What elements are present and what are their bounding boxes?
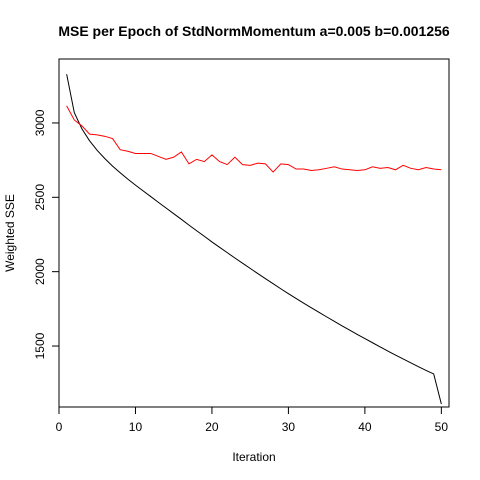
y-tick-label: 2500	[33, 184, 47, 211]
x-axis: 0 10 20 30 40 50	[56, 406, 449, 434]
y-tick-label: 3000	[33, 109, 47, 136]
x-tick-label: 20	[205, 420, 219, 434]
x-tick-label: 0	[56, 420, 63, 434]
y-tick-label: 1500	[33, 332, 47, 359]
x-tick-label: 40	[358, 420, 372, 434]
series-line-2	[66, 105, 442, 173]
x-tick-label: 10	[129, 420, 143, 434]
x-tick-label: 50	[435, 420, 449, 434]
y-tick-label: 2000	[33, 258, 47, 285]
series-line-1	[66, 74, 442, 405]
plot-area-frame	[58, 58, 450, 408]
x-axis-label: Iteration	[232, 450, 275, 464]
x-tick-label: 30	[282, 420, 296, 434]
series-layer	[66, 74, 442, 405]
y-axis-label: Weighted SSE	[3, 194, 17, 272]
chart-title: MSE per Epoch of StdNormMomentum a=0.005…	[58, 23, 450, 39]
y-axis: 1500 2000 2500 3000	[33, 109, 60, 359]
